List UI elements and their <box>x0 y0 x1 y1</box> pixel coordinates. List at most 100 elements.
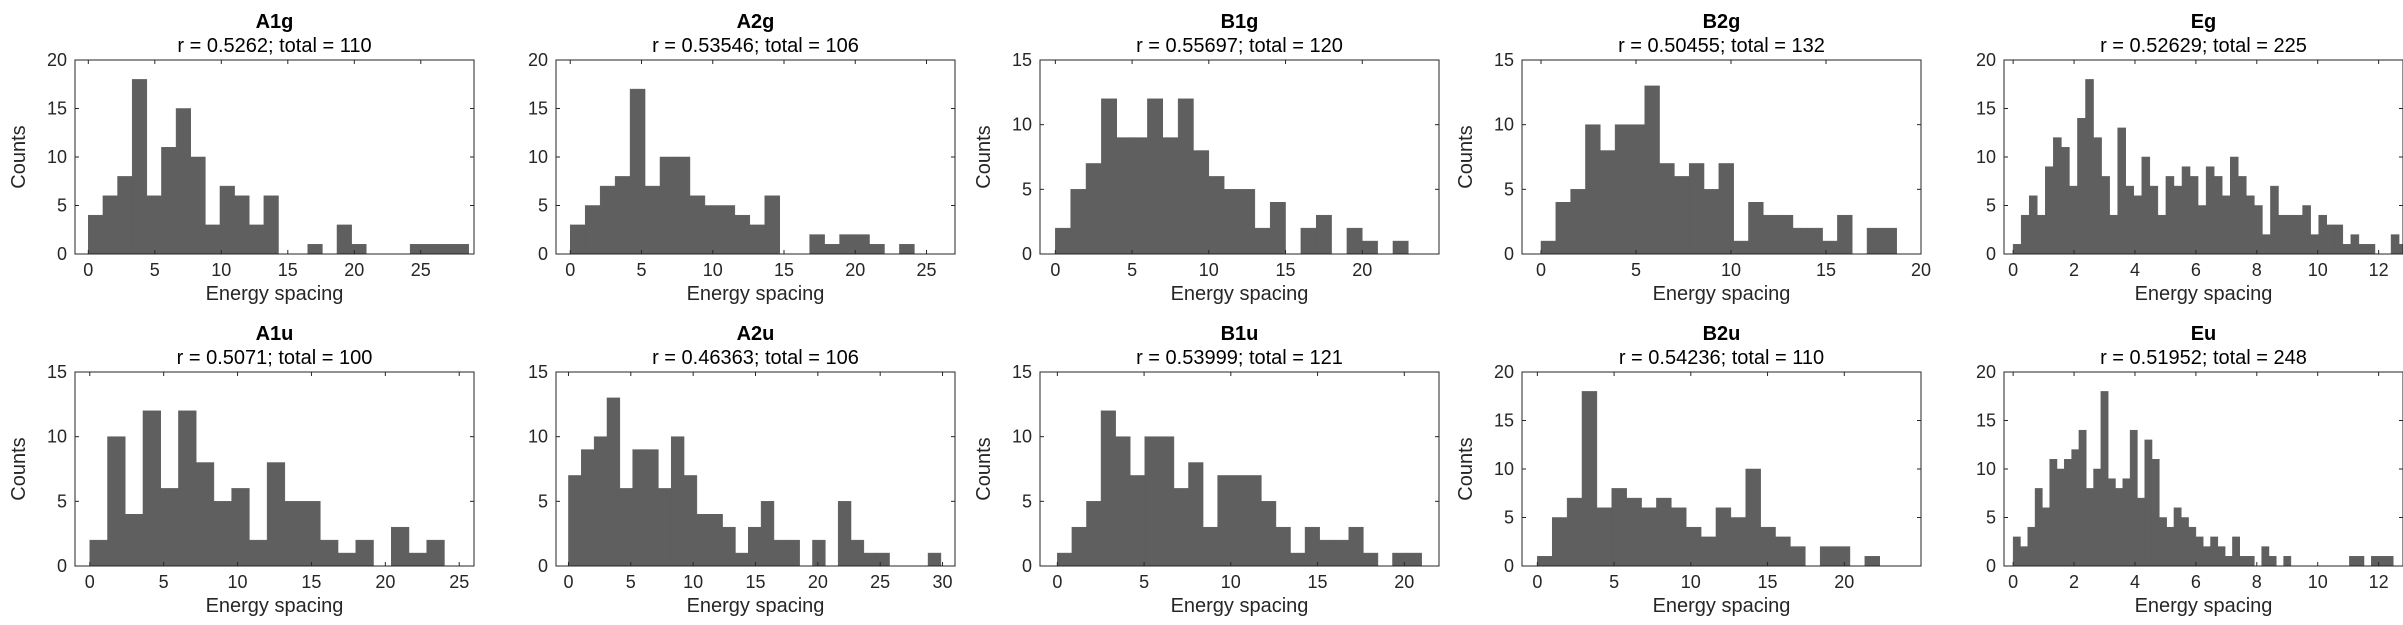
y-tick-label: 20 <box>1494 362 1514 382</box>
histogram-bar <box>2286 214 2295 255</box>
histogram-bar <box>1392 552 1408 567</box>
histogram-bar <box>1202 526 1218 567</box>
histogram-bar <box>2221 195 2231 255</box>
histogram-bar <box>175 108 191 255</box>
x-tick-label: 25 <box>411 260 431 280</box>
x-tick-label: 6 <box>2191 572 2201 592</box>
histogram-bar <box>2390 234 2400 255</box>
histogram-bar <box>408 552 427 567</box>
histogram-bar <box>748 526 762 567</box>
histogram-bar <box>824 244 840 255</box>
histogram-bar <box>2157 214 2167 255</box>
histogram-bar <box>1315 214 1332 255</box>
histogram-bar <box>1819 546 1836 567</box>
histogram-bar <box>632 449 646 567</box>
histogram-bar <box>248 224 265 255</box>
histogram-bar <box>1304 526 1320 567</box>
histogram-bar <box>2302 205 2311 255</box>
histogram-bar <box>107 436 126 567</box>
y-tick-label: 15 <box>528 99 548 119</box>
histogram-bar <box>1715 507 1732 567</box>
histogram-bar <box>2115 488 2124 567</box>
histogram-bar <box>1641 507 1657 567</box>
histogram-bar <box>142 410 161 567</box>
x-tick-label: 15 <box>774 260 794 280</box>
histogram-bar <box>1217 475 1233 567</box>
histogram-bar <box>1147 98 1164 255</box>
histogram-bar <box>2239 556 2248 567</box>
histogram-bar <box>1115 436 1131 567</box>
x-tick-label: 0 <box>563 572 573 592</box>
histogram-bar <box>1188 462 1204 567</box>
histogram-bar <box>1406 552 1422 567</box>
y-tick-label: 15 <box>1976 99 1996 119</box>
histogram-bar <box>614 176 631 255</box>
histogram-bar <box>1718 163 1734 255</box>
histogram-bar <box>1600 150 1616 255</box>
histogram-bar <box>1570 189 1586 255</box>
y-tick-label: 15 <box>1976 411 1996 431</box>
y-tick-label: 20 <box>47 50 67 70</box>
histogram-bar <box>2318 214 2327 255</box>
x-tick-label: 10 <box>1221 572 1241 592</box>
y-tick-label: 0 <box>538 244 548 264</box>
histogram-bar <box>1261 501 1277 567</box>
histogram-bar <box>1537 556 1553 567</box>
y-axis-label: Counts <box>8 437 30 500</box>
histogram-bar <box>606 397 621 567</box>
x-tick-label: 20 <box>1352 260 1372 280</box>
histogram-bar <box>2012 244 2022 255</box>
histogram-bar <box>2371 556 2379 567</box>
histogram-bar <box>1834 546 1851 567</box>
histogram-bar <box>2117 127 2126 255</box>
histogram-bar <box>2238 176 2247 255</box>
histogram-bar <box>160 488 179 567</box>
histogram-bar <box>584 205 601 255</box>
histogram-bar <box>1131 137 1148 255</box>
histogram-bar <box>2181 517 2189 567</box>
histogram-bar <box>1333 539 1350 567</box>
y-tick-label: 0 <box>1504 244 1514 264</box>
histogram-bar <box>88 214 104 255</box>
histogram-bar <box>2165 176 2175 255</box>
x-tick-label: 5 <box>1139 572 1149 592</box>
x-tick-label: 0 <box>2008 260 2018 280</box>
histogram-bar <box>439 244 455 255</box>
histogram-bar <box>1363 552 1379 567</box>
histogram-bar <box>2173 507 2182 567</box>
histogram-bar <box>786 539 800 567</box>
histogram-bar <box>124 514 144 567</box>
histogram-bar <box>1319 539 1335 567</box>
x-tick-label: 5 <box>159 572 169 592</box>
histogram-bar <box>1703 189 1720 255</box>
histogram-bar <box>2077 117 2086 255</box>
y-tick-label: 10 <box>1976 147 1996 167</box>
y-tick-label: 5 <box>57 196 67 216</box>
y-tick-label: 5 <box>538 196 548 216</box>
histogram-bar <box>2109 214 2118 255</box>
histogram-bar <box>749 224 766 255</box>
panel-subtitle: r = 0.53999; total = 121 <box>1136 347 1343 369</box>
histogram-bar <box>1223 189 1240 255</box>
histogram-bar <box>2197 205 2207 255</box>
x-tick-label: 12 <box>2369 572 2389 592</box>
x-tick-label: 10 <box>703 260 723 280</box>
histogram-bar <box>2064 459 2072 567</box>
plot-frame <box>1521 59 1922 255</box>
histogram-bar <box>869 244 885 255</box>
histogram-bar <box>1085 163 1102 255</box>
histogram-bar <box>195 462 215 567</box>
histogram-bar <box>1348 526 1364 567</box>
histogram-bar <box>1745 468 1761 567</box>
histogram-bar <box>619 488 633 567</box>
histogram-bar <box>850 539 865 567</box>
x-tick-label: 10 <box>1721 260 1741 280</box>
histogram-bar <box>2027 526 2036 567</box>
histogram-bar <box>899 244 915 255</box>
histogram-bar <box>863 552 877 567</box>
panel-subtitle: r = 0.52629; total = 225 <box>2100 35 2307 57</box>
histogram-bar <box>390 526 410 567</box>
histogram-bar <box>1275 526 1291 567</box>
